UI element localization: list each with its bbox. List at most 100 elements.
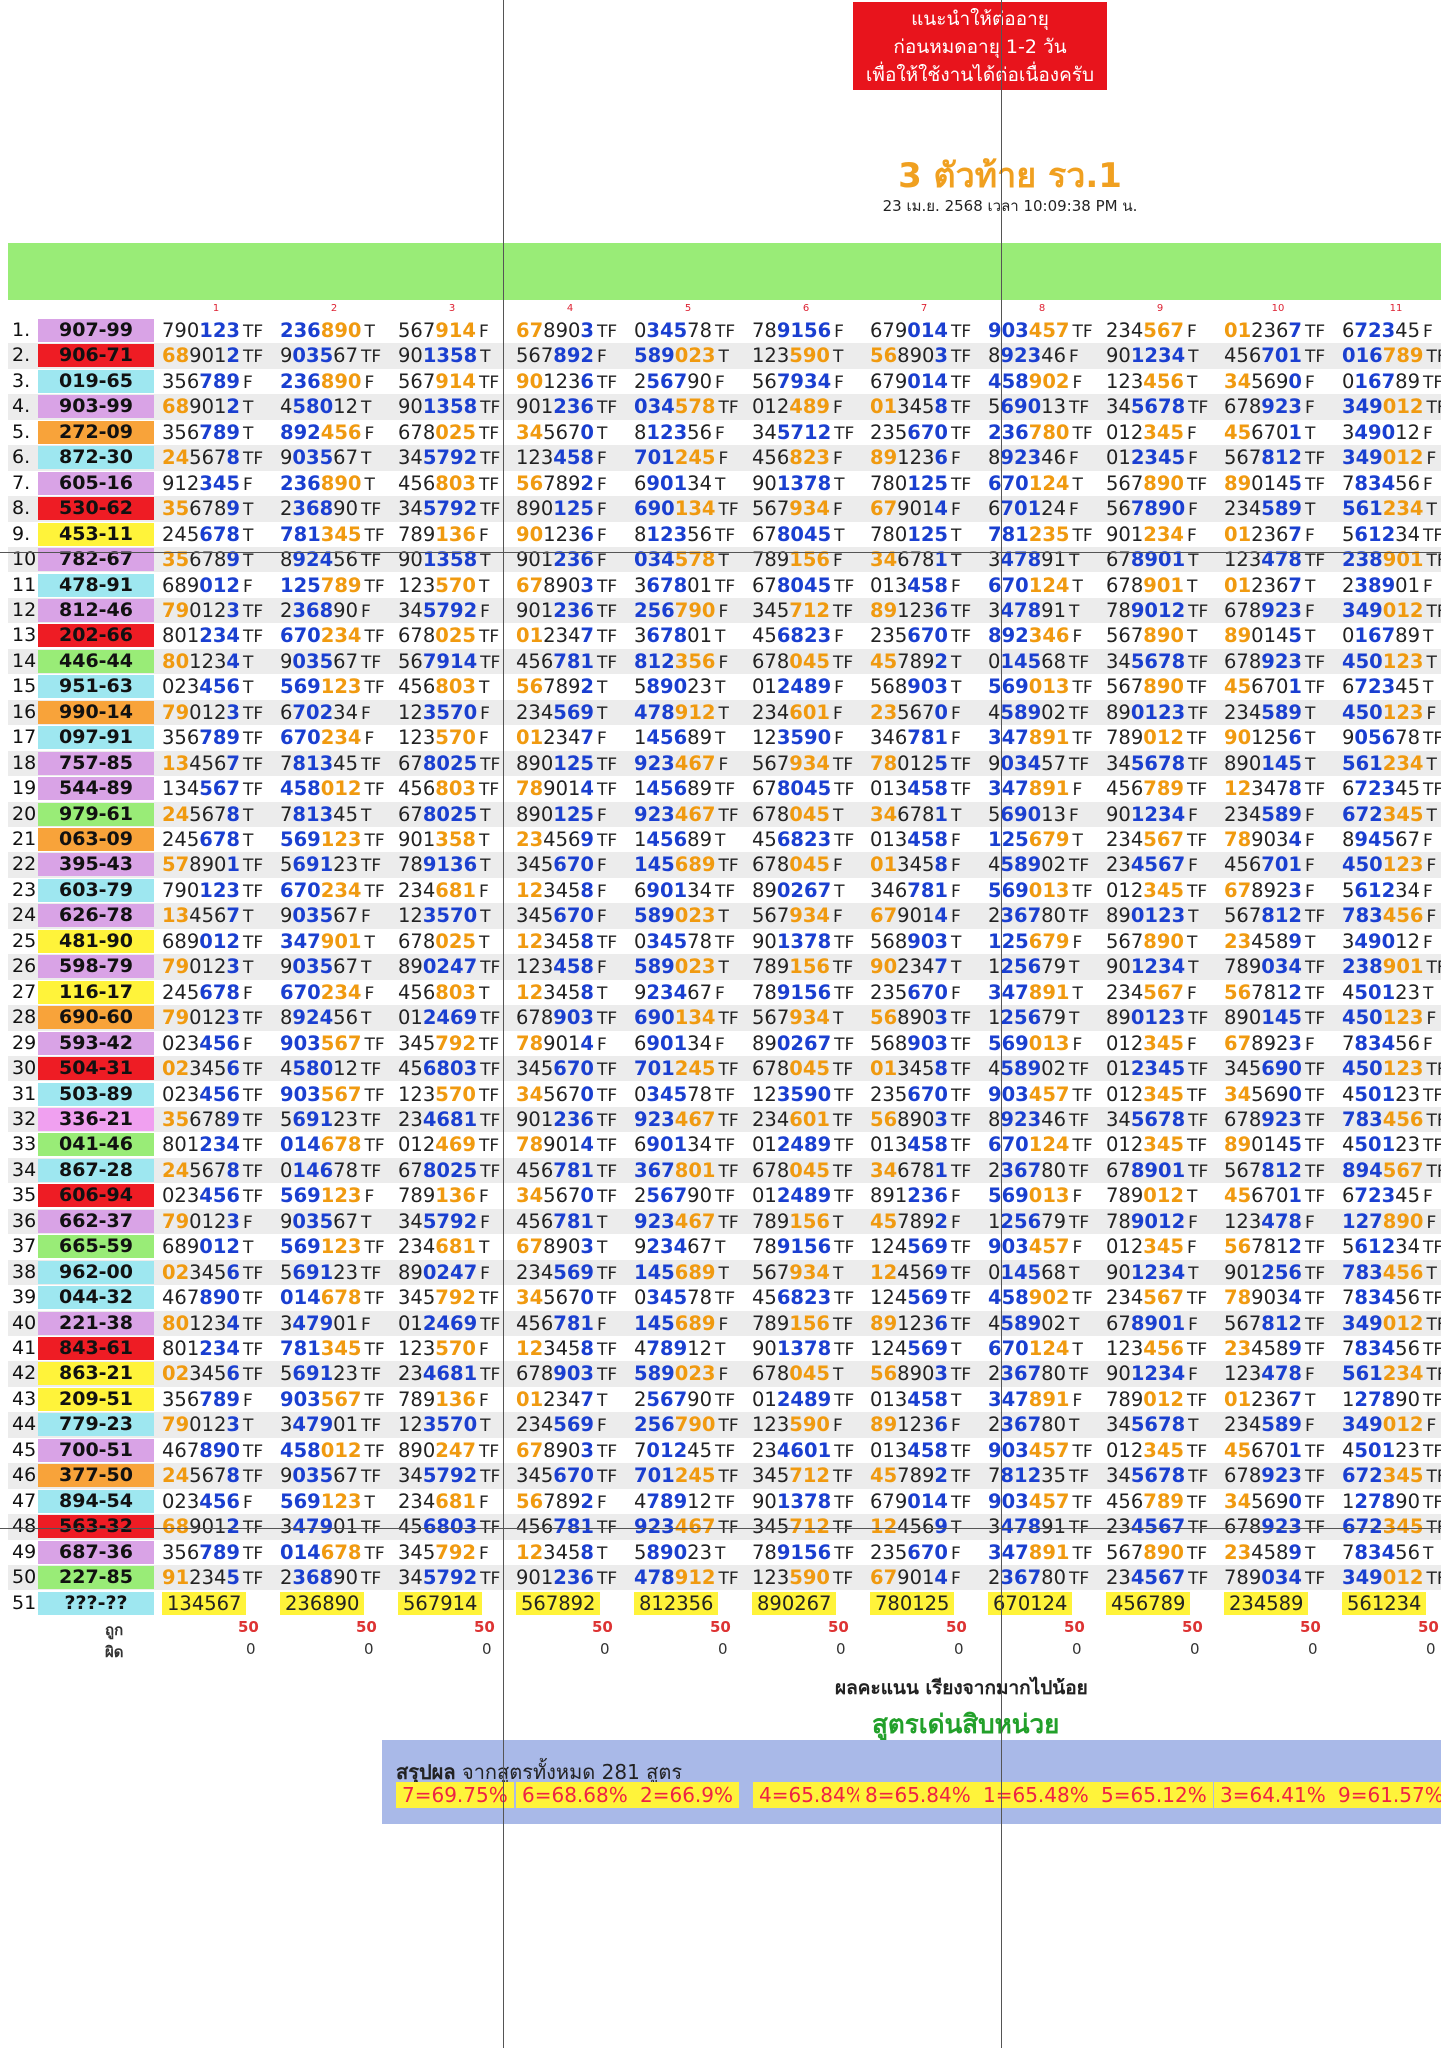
cell-mark: F xyxy=(1423,831,1433,851)
cell-mark: F xyxy=(1188,449,1198,470)
cell-digits: 123458 xyxy=(516,1337,594,1360)
formula-cell: 678901 F xyxy=(1106,1311,1198,1338)
cell-digits: 923467 xyxy=(634,1515,716,1539)
cell-digits: 678045 xyxy=(752,1362,830,1386)
cell-digits: 890247 xyxy=(398,955,478,979)
formula-cell: 901378 TF xyxy=(752,929,854,956)
cell-digits: 567934 xyxy=(752,369,832,393)
formula-cell: 678923 F xyxy=(1224,394,1315,421)
row-label: 867-28 xyxy=(38,1158,154,1182)
cell-mark: T xyxy=(1187,372,1198,393)
cell-mark: T xyxy=(1188,551,1199,572)
cell-digits: 892456 xyxy=(280,420,362,444)
cell-mark: F xyxy=(951,1416,961,1437)
cell-digits: 569123 xyxy=(280,828,362,851)
result-cell: 567892 xyxy=(516,1591,601,1615)
cell-mark: T xyxy=(833,1365,844,1386)
cell-digits: 891236 xyxy=(870,1311,948,1335)
cell-mark: F xyxy=(597,1034,607,1055)
cell-digits: 923467 xyxy=(634,751,716,775)
cell-mark: T xyxy=(718,907,729,928)
cell-mark: TF xyxy=(715,1136,736,1157)
cell-mark: TF xyxy=(834,831,855,851)
formula-cell: 234589 T xyxy=(1224,1540,1315,1567)
cell-mark: T xyxy=(1188,958,1199,979)
cell-mark: TF xyxy=(361,652,382,673)
table-row: 17. 097-91 356789 TF 670234 F 123570 F 012347 F 14… xyxy=(8,725,1441,750)
row-label: 665-59 xyxy=(38,1235,154,1259)
row-number: 27. xyxy=(12,980,43,1003)
cell-digits: 670124 xyxy=(988,497,1066,521)
cell-digits: 679014 xyxy=(870,497,948,521)
cell-mark: F xyxy=(1305,1212,1315,1233)
cell-digits: 567892 xyxy=(516,675,594,699)
table-row: 27. 116-17 245678 F 670234 F 456803 T 123458 T 923… xyxy=(8,980,1441,1005)
cell-digits: 458902 xyxy=(988,1311,1066,1335)
cell-mark: TF xyxy=(1423,372,1441,393)
formula-cell: 012345 TF xyxy=(1106,1132,1207,1159)
cell-digits: 346781 xyxy=(870,802,948,826)
formula-cell: 569123 TF xyxy=(280,1107,381,1134)
row-label: 662-37 xyxy=(38,1209,154,1233)
cell-digits: 901358 xyxy=(398,344,478,368)
formula-cell: 345678 TF xyxy=(1106,1463,1208,1490)
formula-cell: 678903 TF xyxy=(516,1361,617,1388)
formula-cell: 124569 TF xyxy=(870,1234,971,1261)
cell-digits: 903567 xyxy=(280,344,358,368)
cell-digits: 678025 xyxy=(398,751,478,775)
cell-digits: 890123 xyxy=(1106,700,1186,724)
miss-count: 0 xyxy=(1426,1640,1436,1658)
cell-mark: T xyxy=(243,678,254,699)
cell-mark: TF xyxy=(1426,1314,1441,1335)
cell-mark: T xyxy=(1426,1263,1437,1284)
cell-digits: 670234 xyxy=(280,878,362,902)
cell-digits: 678923 xyxy=(1224,598,1302,622)
formula-cell: 345670 T xyxy=(516,420,607,447)
cell-digits: 345712 xyxy=(752,598,830,622)
formula-cell: 234601 F xyxy=(752,700,843,727)
cell-digits: 345678 xyxy=(1106,751,1186,775)
cell-digits: 349012 xyxy=(1342,395,1424,419)
formula-cell: 458012 TF xyxy=(280,1438,385,1465)
formula-cell: 123478 TF xyxy=(1224,547,1325,574)
table-row: 23. 603-79 790123 TF 670234 TF 234681 F 123458 F 6… xyxy=(8,878,1441,903)
cell-digits: 903567 xyxy=(280,955,358,979)
cell-digits: 567890 xyxy=(1106,929,1184,953)
cell-digits: 012345 xyxy=(1106,446,1186,470)
cell-digits: 012347 xyxy=(516,624,594,648)
cell-digits: 561234 xyxy=(1342,878,1420,902)
cell-digits: 891236 xyxy=(870,446,948,470)
cell-mark: T xyxy=(1069,958,1080,979)
cell-digits: 567812 xyxy=(1224,980,1302,1004)
formula-cell: 014678 TF xyxy=(280,1158,381,1185)
formula-cell: 245678 T xyxy=(162,802,253,829)
cell-digits: 013458 xyxy=(870,777,948,801)
cell-mark: TF xyxy=(361,551,382,572)
cell-mark: TF xyxy=(361,347,382,368)
cell-digits: 012345 xyxy=(1106,1057,1186,1081)
formula-cell: 256790 F xyxy=(634,369,725,396)
cell-digits: 458902 xyxy=(988,700,1066,724)
cell-digits: 678025 xyxy=(398,802,478,826)
cell-mark: TF xyxy=(597,831,618,851)
cell-digits: 458012 xyxy=(280,1438,362,1462)
cell-mark: TF xyxy=(361,1263,382,1284)
cell-digits: 569013 xyxy=(988,675,1070,699)
cell-digits: 347901 xyxy=(280,1413,358,1437)
formula-cell: 923467 F xyxy=(634,980,725,1007)
formula-cell: 456701 TF xyxy=(1224,674,1325,701)
cell-mark: TF xyxy=(1072,1289,1093,1310)
cell-digits: 450123 xyxy=(1342,1082,1420,1106)
formula-cell: 356789 TF xyxy=(162,1540,263,1567)
cell-mark: T xyxy=(597,678,608,699)
cell-mark: TF xyxy=(1188,1467,1209,1488)
cell-digits: 356789 xyxy=(162,369,240,393)
page-title: 3 ตัวท้าย รว.1 xyxy=(898,156,1122,196)
cell-mark: TF xyxy=(1305,1187,1326,1208)
cell-mark: TF xyxy=(480,1569,501,1590)
cell-mark: F xyxy=(718,652,729,673)
cell-mark: TF xyxy=(361,1416,382,1437)
cell-digits: 234567 xyxy=(1106,1286,1184,1310)
cell-digits: 450123 xyxy=(1342,1438,1420,1462)
